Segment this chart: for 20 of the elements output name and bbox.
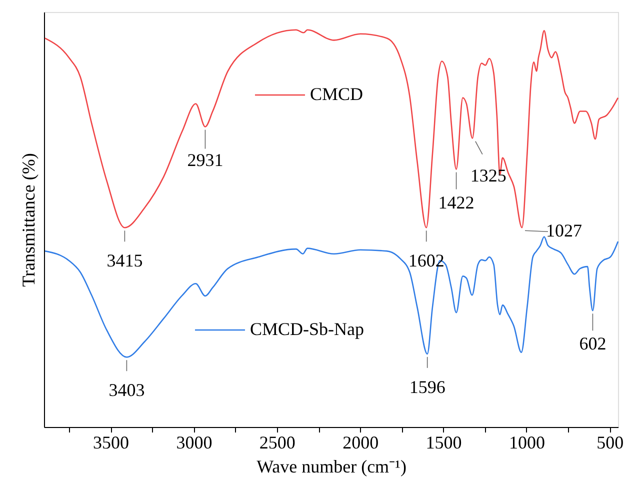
x-tick-label: 2500 — [259, 432, 296, 452]
legend-label: CMCD-Sb-Nap — [250, 319, 364, 339]
annotation: 2931 — [187, 150, 224, 170]
x-tick-label: 1000 — [508, 432, 545, 452]
annotation: 1602 — [408, 250, 444, 271]
annotation: 1027 — [546, 220, 582, 241]
y-axis-title: Transmittance (%) — [18, 153, 38, 287]
x-tick-label: 2000 — [342, 432, 379, 452]
annotation: 1596 — [409, 376, 446, 397]
annotation: 602 — [579, 334, 606, 354]
annotation: 3415 — [106, 250, 143, 271]
x-tick-label: 3000 — [176, 432, 212, 452]
annotation: 3403 — [108, 380, 145, 400]
x-tick-label: 500 — [596, 432, 624, 452]
x-tick-label: 1500 — [426, 432, 462, 452]
legend-label: CMCD — [310, 84, 364, 104]
x-tick-label: 3500 — [93, 432, 130, 452]
annotation: 1325 — [470, 165, 506, 186]
annotation: 1422 — [438, 192, 474, 212]
x-axis-title: Wave number (cm⁻¹) — [256, 456, 406, 476]
